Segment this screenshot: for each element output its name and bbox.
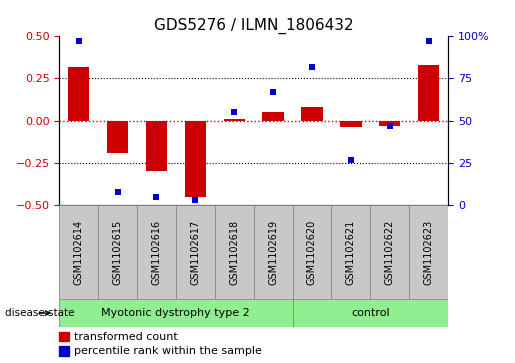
Bar <box>293 205 332 299</box>
Bar <box>253 205 293 299</box>
Text: GSM1102617: GSM1102617 <box>191 220 200 285</box>
Text: percentile rank within the sample: percentile rank within the sample <box>74 346 262 356</box>
Bar <box>59 346 69 356</box>
Bar <box>59 299 293 327</box>
Text: GSM1102615: GSM1102615 <box>113 220 123 285</box>
Bar <box>379 121 401 126</box>
Text: Myotonic dystrophy type 2: Myotonic dystrophy type 2 <box>101 308 250 318</box>
Point <box>386 123 394 129</box>
Bar <box>262 112 284 121</box>
Bar <box>146 121 167 171</box>
Point <box>152 194 161 200</box>
Point <box>230 109 238 115</box>
Bar <box>340 121 362 127</box>
Title: GDS5276 / ILMN_1806432: GDS5276 / ILMN_1806432 <box>154 17 353 33</box>
Text: GSM1102616: GSM1102616 <box>151 220 161 285</box>
Bar <box>293 299 448 327</box>
Bar <box>68 67 90 121</box>
Text: GSM1102619: GSM1102619 <box>268 220 278 285</box>
Bar <box>332 205 370 299</box>
Point <box>75 38 83 44</box>
Bar <box>98 205 137 299</box>
Bar <box>215 205 253 299</box>
Text: GSM1102623: GSM1102623 <box>424 220 434 285</box>
Bar <box>301 107 323 121</box>
Point <box>308 64 316 70</box>
Bar <box>137 205 176 299</box>
Bar <box>176 205 215 299</box>
Bar <box>418 65 439 121</box>
Point <box>424 38 433 44</box>
Point <box>269 89 277 95</box>
Point <box>113 189 122 195</box>
Bar <box>184 121 206 197</box>
Bar <box>370 205 409 299</box>
Point <box>191 197 199 203</box>
Bar <box>59 332 69 341</box>
Bar <box>107 121 128 153</box>
Text: transformed count: transformed count <box>74 331 178 342</box>
Text: GSM1102622: GSM1102622 <box>385 220 394 285</box>
Text: GSM1102614: GSM1102614 <box>74 220 83 285</box>
Text: GSM1102618: GSM1102618 <box>229 220 239 285</box>
Bar <box>59 205 98 299</box>
Bar <box>224 119 245 121</box>
Text: GSM1102620: GSM1102620 <box>307 220 317 285</box>
Point <box>347 156 355 162</box>
Bar <box>409 205 448 299</box>
Text: control: control <box>351 308 389 318</box>
Text: disease state: disease state <box>5 308 75 318</box>
Text: GSM1102621: GSM1102621 <box>346 220 356 285</box>
